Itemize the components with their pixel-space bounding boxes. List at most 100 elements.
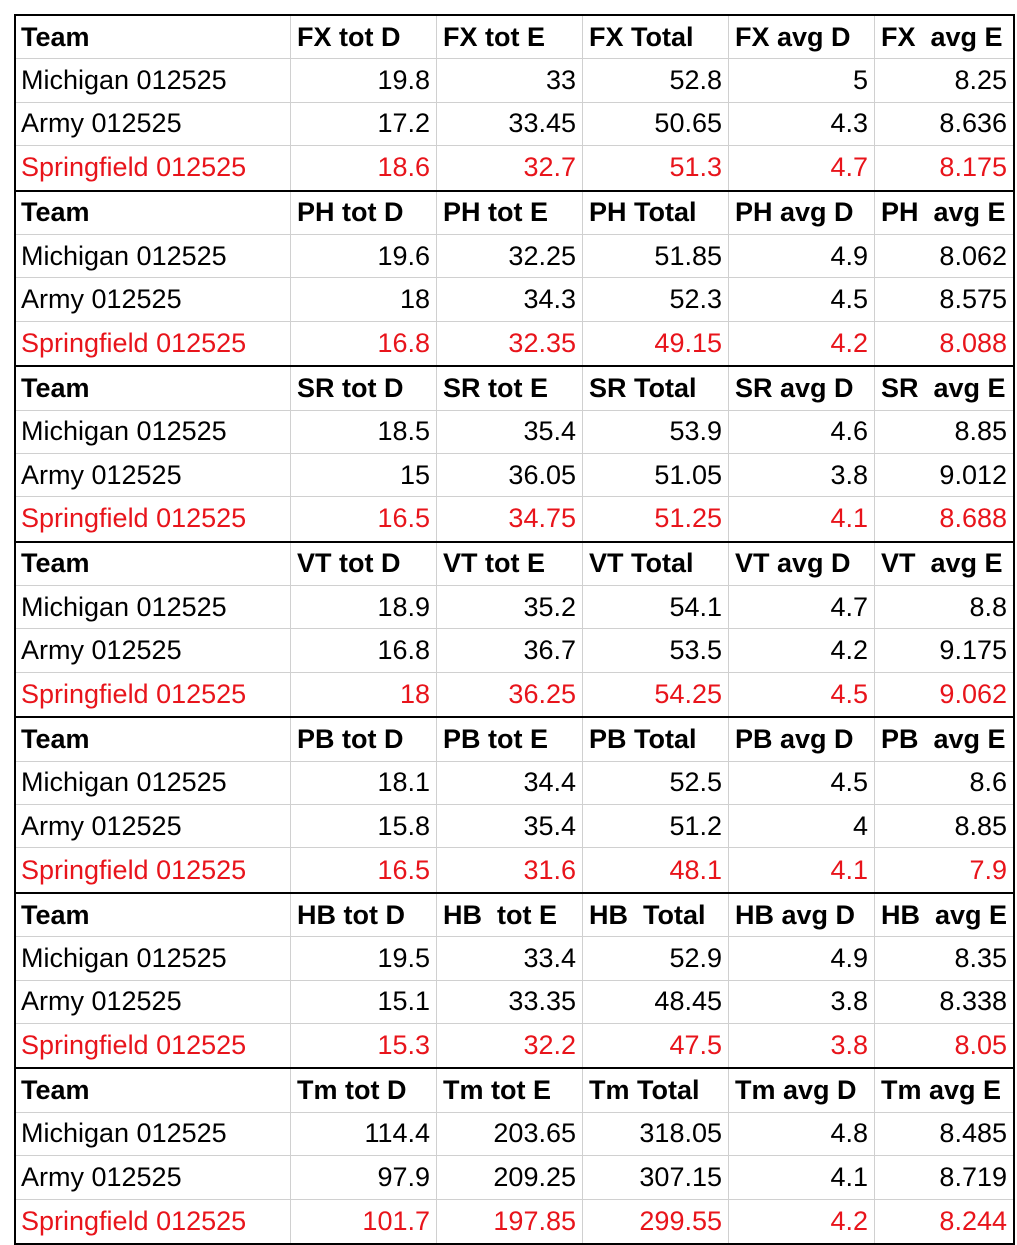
value-cell[interactable]: 52.9 (582, 937, 728, 980)
value-cell[interactable]: 318.05 (582, 1112, 728, 1156)
value-cell[interactable]: 18 (290, 278, 436, 321)
value-cell[interactable]: 18.5 (290, 410, 436, 453)
team-cell[interactable]: Michigan 012525 (21, 1118, 227, 1149)
value-cell[interactable]: 8.05 (874, 1023, 1013, 1068)
team-cell[interactable]: Michigan 012525 (21, 591, 227, 622)
value-cell[interactable]: 51.25 (582, 497, 728, 541)
header-cell[interactable]: PH Total (582, 191, 728, 234)
value-cell[interactable]: 15.8 (290, 805, 436, 848)
value-cell[interactable]: 16.8 (290, 629, 436, 672)
value-cell[interactable]: 16.5 (290, 497, 436, 541)
header-cell[interactable]: FX avg D (728, 16, 874, 59)
value-cell[interactable]: 8.088 (874, 321, 1013, 366)
value-cell[interactable]: 52.8 (582, 59, 728, 102)
value-cell[interactable]: 36.7 (436, 629, 582, 672)
team-cell[interactable]: Army 012525 (21, 108, 182, 139)
value-cell[interactable]: 36.25 (436, 672, 582, 717)
team-cell[interactable]: Army 012525 (21, 459, 182, 490)
header-cell[interactable]: PB Total (582, 718, 728, 761)
value-cell[interactable]: 47.5 (582, 1023, 728, 1068)
value-cell[interactable]: 50.65 (582, 102, 728, 146)
value-cell[interactable]: 35.4 (436, 410, 582, 453)
value-cell[interactable]: 52.3 (582, 278, 728, 321)
value-cell[interactable]: 8.25 (874, 59, 1013, 102)
value-cell[interactable]: 4.2 (728, 629, 874, 672)
value-cell[interactable]: 8.6 (874, 761, 1013, 805)
header-cell[interactable]: Tm avg E (874, 1069, 1013, 1112)
value-cell[interactable]: 33.45 (436, 102, 582, 146)
value-cell[interactable]: 32.25 (436, 234, 582, 278)
value-cell[interactable]: 4.1 (728, 848, 874, 892)
value-cell[interactable]: 33.4 (436, 937, 582, 980)
value-cell[interactable]: 4.1 (728, 1156, 874, 1199)
value-cell[interactable]: 4.5 (728, 761, 874, 805)
value-cell[interactable]: 33.35 (436, 980, 582, 1023)
value-cell[interactable]: 197.85 (436, 1199, 582, 1243)
value-cell[interactable]: 8.575 (874, 278, 1013, 321)
header-cell[interactable]: SR tot D (290, 367, 436, 410)
value-cell[interactable]: 8.35 (874, 937, 1013, 980)
header-cell[interactable]: Team (21, 899, 90, 930)
value-cell[interactable]: 3.8 (728, 453, 874, 497)
header-cell[interactable]: PH avg E (874, 191, 1013, 234)
value-cell[interactable]: 8.688 (874, 497, 1013, 541)
team-cell[interactable]: Michigan 012525 (21, 65, 227, 96)
value-cell[interactable]: 8.062 (874, 234, 1013, 278)
value-cell[interactable]: 15 (290, 453, 436, 497)
header-cell[interactable]: PB tot E (436, 718, 582, 761)
value-cell[interactable]: 49.15 (582, 321, 728, 366)
value-cell[interactable]: 34.4 (436, 761, 582, 805)
value-cell[interactable]: 48.1 (582, 848, 728, 892)
header-cell[interactable]: Tm avg D (728, 1069, 874, 1112)
value-cell[interactable]: 19.8 (290, 59, 436, 102)
value-cell[interactable]: 51.85 (582, 234, 728, 278)
header-cell[interactable]: SR Total (582, 367, 728, 410)
value-cell[interactable]: 54.25 (582, 672, 728, 717)
value-cell[interactable]: 5 (728, 59, 874, 102)
value-cell[interactable]: 9.012 (874, 453, 1013, 497)
value-cell[interactable]: 97.9 (290, 1156, 436, 1199)
header-cell[interactable]: FX Total (582, 16, 728, 59)
value-cell[interactable]: 16.8 (290, 321, 436, 366)
header-cell[interactable]: PB tot D (290, 718, 436, 761)
value-cell[interactable]: 8.244 (874, 1199, 1013, 1243)
value-cell[interactable]: 18.1 (290, 761, 436, 805)
value-cell[interactable]: 51.2 (582, 805, 728, 848)
value-cell[interactable]: 4.9 (728, 234, 874, 278)
value-cell[interactable]: 36.05 (436, 453, 582, 497)
value-cell[interactable]: 4.2 (728, 1199, 874, 1243)
value-cell[interactable]: 8.85 (874, 410, 1013, 453)
team-cell[interactable]: Army 012525 (21, 284, 182, 315)
value-cell[interactable]: 9.062 (874, 672, 1013, 717)
header-cell[interactable]: PH tot E (436, 191, 582, 234)
header-cell[interactable]: HB tot E (436, 893, 582, 937)
header-cell[interactable]: VT tot E (436, 542, 582, 586)
header-cell[interactable]: SR tot E (436, 367, 582, 410)
team-cell[interactable]: Springfield 012525 (21, 1030, 247, 1061)
value-cell[interactable]: 18 (290, 672, 436, 717)
value-cell[interactable]: 4.5 (728, 672, 874, 717)
header-cell[interactable]: Team (21, 548, 90, 579)
value-cell[interactable]: 8.8 (874, 586, 1013, 629)
value-cell[interactable]: 35.4 (436, 805, 582, 848)
value-cell[interactable]: 4.8 (728, 1112, 874, 1156)
value-cell[interactable]: 8.636 (874, 102, 1013, 146)
team-cell[interactable]: Springfield 012525 (21, 679, 247, 710)
header-cell[interactable]: FX tot D (290, 16, 436, 59)
team-cell[interactable]: Army 012525 (21, 635, 182, 666)
header-cell[interactable]: SR avg D (728, 367, 874, 410)
header-cell[interactable]: Team (21, 372, 90, 403)
team-cell[interactable]: Army 012525 (21, 810, 182, 841)
value-cell[interactable]: 101.7 (290, 1199, 436, 1243)
value-cell[interactable]: 307.15 (582, 1156, 728, 1199)
team-cell[interactable]: Springfield 012525 (21, 854, 247, 885)
team-cell[interactable]: Michigan 012525 (21, 767, 227, 798)
team-cell[interactable]: Springfield 012525 (21, 503, 247, 534)
value-cell[interactable]: 32.2 (436, 1023, 582, 1068)
header-cell[interactable]: HB tot D (290, 893, 436, 937)
value-cell[interactable]: 8.85 (874, 805, 1013, 848)
header-cell[interactable]: HB avg D (728, 893, 874, 937)
team-cell[interactable]: Springfield 012525 (21, 152, 247, 183)
value-cell[interactable]: 4.6 (728, 410, 874, 453)
value-cell[interactable]: 7.9 (874, 848, 1013, 892)
